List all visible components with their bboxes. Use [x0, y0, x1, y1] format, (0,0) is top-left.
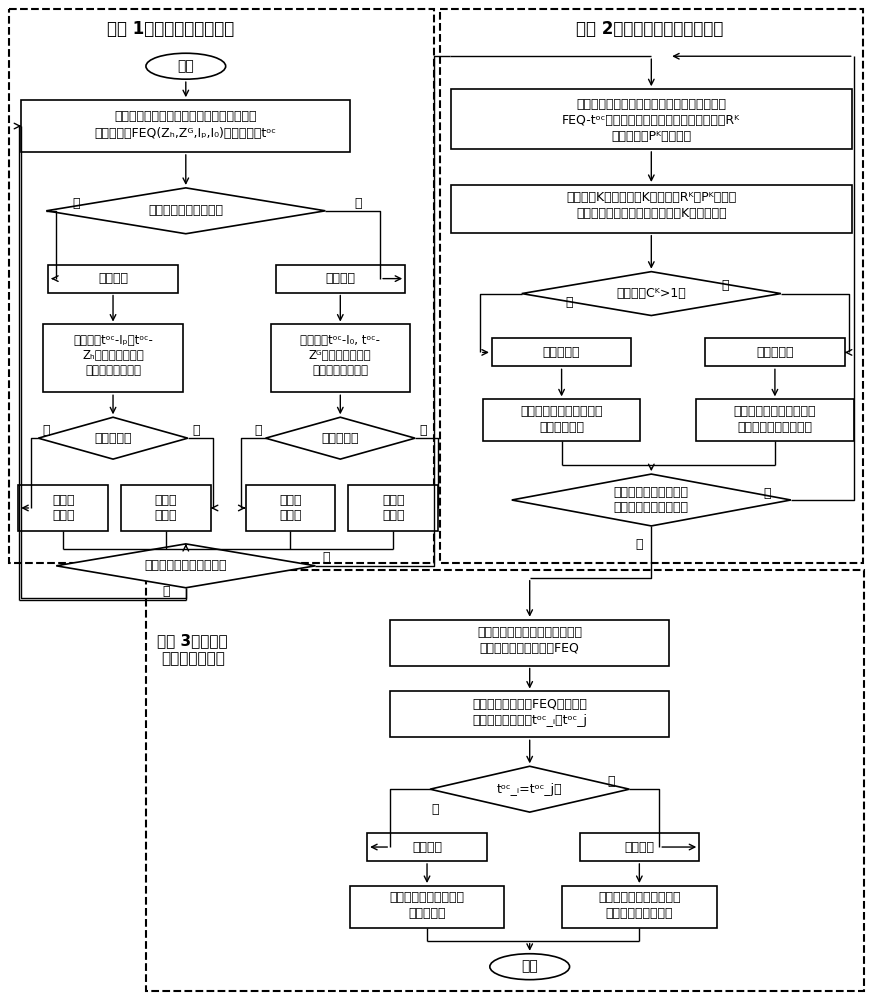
Text: 标准差并比较大小: 标准差并比较大小 — [312, 364, 368, 377]
Text: 电压暂降持续时间为保: 电压暂降持续时间为保 — [390, 891, 465, 904]
Text: 步骤 2：计算保护动作时间特性: 步骤 2：计算保护动作时间特性 — [576, 20, 723, 38]
Bar — [483, 399, 640, 441]
Text: 流保护: 流保护 — [279, 509, 302, 522]
Text: 否: 否 — [419, 424, 426, 437]
Text: 否: 否 — [192, 424, 200, 437]
Text: 矩形暂降: 矩形暂降 — [412, 841, 442, 854]
Text: Zₕ的样本区间均值: Zₕ的样本区间均值 — [82, 349, 144, 362]
Text: 地保护特性计算完毕？: 地保护特性计算完毕？ — [614, 501, 689, 514]
Text: 基于聚类中心和聚类边界: 基于聚类中心和聚类边界 — [733, 405, 816, 418]
Text: 故障电气量FEQ(Zₕ,Zᴳ,Iₚ,I₀)和动作时间tᵒᶜ: 故障电气量FEQ(Zₕ,Zᴳ,Iₚ,I₀)和动作时间tᵒᶜ — [95, 127, 276, 140]
Bar — [390, 620, 669, 666]
Text: 计算保护安装处的FEQ得到线路: 计算保护安装处的FEQ得到线路 — [473, 698, 587, 711]
Bar — [44, 324, 183, 392]
Polygon shape — [56, 544, 316, 588]
Text: 全线路断路器识别完毕？: 全线路断路器识别完毕？ — [145, 559, 227, 572]
Text: 护类型确定所需计算的FEQ: 护类型确定所需计算的FEQ — [480, 642, 580, 655]
Text: 接地故障: 接地故障 — [325, 272, 355, 285]
Text: 基于电压损失量法计算等: 基于电压损失量法计算等 — [598, 891, 681, 904]
Bar — [696, 399, 854, 441]
Bar — [492, 338, 631, 366]
Text: 基于历史监测数据计算某断路器切除的所有: 基于历史监测数据计算某断路器切除的所有 — [114, 110, 257, 123]
Bar — [440, 9, 862, 563]
Text: 相间电: 相间电 — [52, 494, 74, 507]
Text: 否: 否 — [162, 585, 170, 598]
Text: 接地距: 接地距 — [382, 494, 405, 507]
Text: 阶段式保护: 阶段式保护 — [756, 346, 794, 359]
Text: 离保护: 离保护 — [382, 509, 405, 522]
Bar — [21, 100, 351, 152]
Bar — [48, 265, 178, 293]
Text: 两端保护动作时间tᵒᶜ_ᵢ和tᵒᶜ_j: 两端保护动作时间tᵒᶜ_ᵢ和tᵒᶜ_j — [473, 714, 587, 727]
Text: Zᴳ的样本区间均值: Zᴳ的样本区间均值 — [309, 349, 371, 362]
Text: 是: 是 — [323, 551, 330, 564]
Text: 相间距: 相间距 — [154, 494, 177, 507]
Text: 基于最小二乘法计算保护: 基于最小二乘法计算保护 — [521, 405, 603, 418]
Text: 是: 是 — [636, 538, 644, 551]
Text: 步骤 3：评估电
压暂降持续时间: 步骤 3：评估电 压暂降持续时间 — [158, 633, 228, 666]
Text: tᵒᶜ_ᵢ=tᵒᶜ_j？: tᵒᶜ_ᵢ=tᵒᶜ_j？ — [497, 783, 562, 796]
Bar — [246, 485, 336, 531]
Text: 候选参数和Pᴷ候选参数: 候选参数和Pᴷ候选参数 — [611, 130, 691, 143]
Text: 聚类簇数Cᴷ>1？: 聚类簇数Cᴷ>1？ — [617, 287, 686, 300]
Text: 反时限保护: 反时限保护 — [543, 346, 581, 359]
Bar — [451, 89, 852, 149]
Bar — [451, 185, 852, 233]
Text: FEQ-tᵒᶜ样本，采用改进马氏距离分别计算其Rᴷ: FEQ-tᵒᶜ样本，采用改进马氏距离分别计算其Rᴷ — [562, 114, 740, 127]
Text: 动作特性方程: 动作特性方程 — [539, 421, 584, 434]
Ellipse shape — [146, 53, 226, 79]
Text: 相间故障: 相间故障 — [98, 272, 128, 285]
Bar — [350, 886, 504, 928]
Polygon shape — [430, 766, 630, 812]
Text: 否: 否 — [355, 197, 362, 210]
Text: 前者较小？: 前者较小？ — [322, 432, 359, 445]
Text: 故障为相间还是接地？: 故障为相间还是接地？ — [148, 204, 223, 217]
Text: 是: 是 — [72, 197, 80, 210]
Text: 基于某断路器所配置的两种保护类型所切除的: 基于某断路器所配置的两种保护类型所切除的 — [576, 98, 726, 111]
Bar — [348, 485, 438, 531]
Bar — [121, 485, 211, 531]
Bar — [562, 886, 717, 928]
Text: 否: 否 — [763, 487, 771, 500]
Text: 分别计算tᵒᶜ-I₀, tᵒᶜ-: 分别计算tᵒᶜ-I₀, tᵒᶜ- — [300, 334, 380, 347]
Text: 行聚类，找到最佳聚类数和最优K值进行聚类: 行聚类，找到最佳聚类数和最优K值进行聚类 — [576, 207, 726, 220]
Text: 是: 是 — [255, 424, 262, 437]
Text: 多级暂降: 多级暂降 — [624, 841, 654, 854]
Polygon shape — [46, 188, 325, 234]
Text: 零序电: 零序电 — [279, 494, 302, 507]
Text: 是: 是 — [721, 279, 729, 292]
Text: 步骤 1：识别线路保护类型: 步骤 1：识别线路保护类型 — [107, 20, 235, 38]
Text: 开始: 开始 — [177, 59, 194, 73]
Polygon shape — [512, 474, 791, 526]
Bar — [10, 9, 434, 563]
Text: 离保护: 离保护 — [154, 509, 177, 522]
Ellipse shape — [490, 954, 569, 980]
Text: 前者较小？: 前者较小？ — [94, 432, 132, 445]
Text: 流保护: 流保护 — [52, 509, 74, 522]
Text: 计算保护动作特性方程: 计算保护动作特性方程 — [738, 421, 813, 434]
Bar — [580, 833, 699, 861]
Polygon shape — [266, 417, 415, 459]
Text: 是: 是 — [43, 424, 50, 437]
Bar — [367, 833, 487, 861]
Text: 否: 否 — [608, 775, 615, 788]
Text: 效电压暂降持续时间: 效电压暂降持续时间 — [605, 907, 673, 920]
Bar — [270, 324, 410, 392]
Text: 不断增加K值，用不同K值对应的Rᴷ和Pᴷ参数进: 不断增加K值，用不同K值对应的Rᴷ和Pᴷ参数进 — [566, 191, 737, 204]
Text: 否: 否 — [566, 296, 573, 309]
Polygon shape — [521, 272, 781, 316]
Text: 结束: 结束 — [521, 960, 538, 974]
Text: 根据故障类型、故障所在线路保: 根据故障类型、故障所在线路保 — [477, 626, 582, 639]
Text: 全线路的相间保护和接: 全线路的相间保护和接 — [614, 486, 689, 499]
Text: 护动作时间: 护动作时间 — [408, 907, 446, 920]
Text: 分别计算tᵒᶜ-Iₚ和tᵒᶜ-: 分别计算tᵒᶜ-Iₚ和tᵒᶜ- — [73, 334, 153, 347]
Text: 标准差并比较大小: 标准差并比较大小 — [85, 364, 141, 377]
Bar — [705, 338, 845, 366]
Bar — [146, 570, 863, 991]
Bar — [276, 265, 405, 293]
Bar — [390, 691, 669, 737]
Bar — [18, 485, 108, 531]
Text: 是: 是 — [432, 803, 439, 816]
Polygon shape — [38, 417, 187, 459]
